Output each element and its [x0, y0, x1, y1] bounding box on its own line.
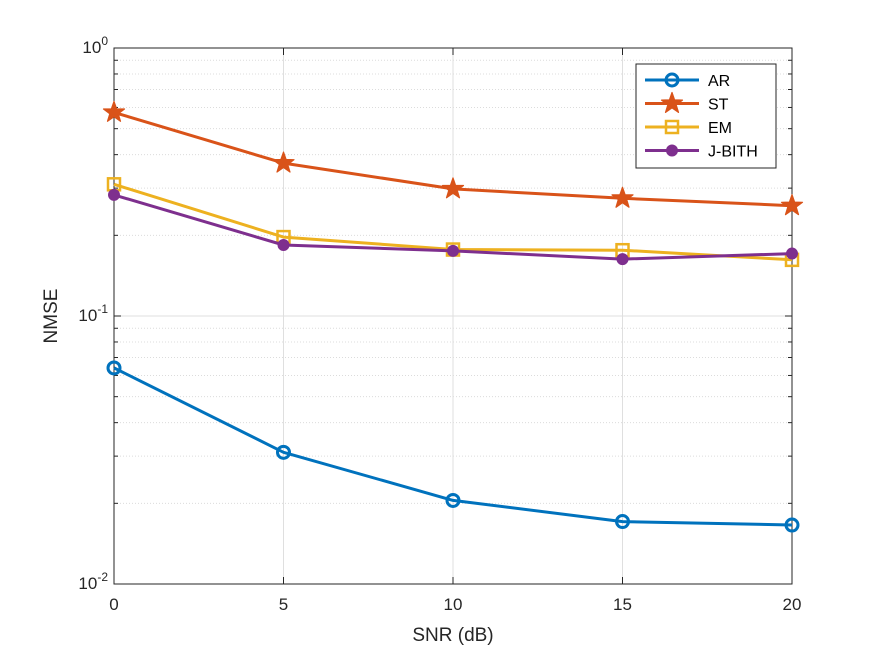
x-tick-label: 15 [613, 595, 632, 614]
data-point-j-bith [108, 188, 120, 201]
series-line-ar [113, 366, 793, 527]
series-ar [106, 360, 800, 533]
data-point-ar [784, 517, 800, 533]
legend-label-st: ST [708, 97, 729, 114]
series-j-bith [108, 188, 798, 266]
legend-label-ar: AR [708, 73, 730, 90]
y-tick-label: 100 [82, 34, 108, 57]
data-point-j-bith [447, 244, 459, 257]
legend-label-j-bith: J-BITH [708, 144, 758, 161]
legend-marker-em [664, 119, 680, 135]
y-tick-label: 10-2 [78, 570, 108, 593]
legend-marker-ar [664, 72, 680, 88]
x-tick-label: 5 [279, 595, 288, 614]
legend-marker-st [660, 91, 684, 114]
series [102, 100, 804, 533]
x-tick-label: 0 [109, 595, 118, 614]
data-point-st [780, 194, 804, 216]
data-point-j-bith [786, 247, 798, 260]
x-tick-label: 20 [783, 595, 802, 614]
data-point-ar [445, 492, 461, 508]
data-point-st [272, 151, 295, 173]
data-point-ar [276, 444, 291, 460]
y-axis-label: NMSE [41, 289, 62, 344]
legend: AR ST EM J-BITH [635, 63, 777, 169]
y-tick-label-exponent: -1 [97, 302, 108, 316]
y-tick-label-base: 10 [78, 574, 97, 593]
data-point-j-bith [616, 253, 629, 266]
data-point-ar [615, 514, 630, 530]
data-point-ar [106, 360, 122, 376]
x-axis-label: SNR (dB) [412, 625, 493, 646]
x-tick-label: 10 [444, 595, 463, 614]
data-point-st [611, 186, 634, 208]
y-tick-label-exponent: 0 [101, 34, 108, 48]
y-tick-label: 10-1 [78, 302, 108, 325]
series-st [102, 100, 804, 216]
legend-label-em: EM [708, 120, 732, 137]
data-point-st [441, 177, 465, 199]
data-point-st [102, 100, 126, 122]
y-tick-label-base: 10 [78, 306, 97, 325]
y-tick-label-base: 10 [82, 38, 101, 57]
y-tick-label-exponent: -2 [97, 570, 108, 584]
data-point-j-bith [277, 239, 290, 252]
legend-marker-j-bith [666, 144, 678, 157]
